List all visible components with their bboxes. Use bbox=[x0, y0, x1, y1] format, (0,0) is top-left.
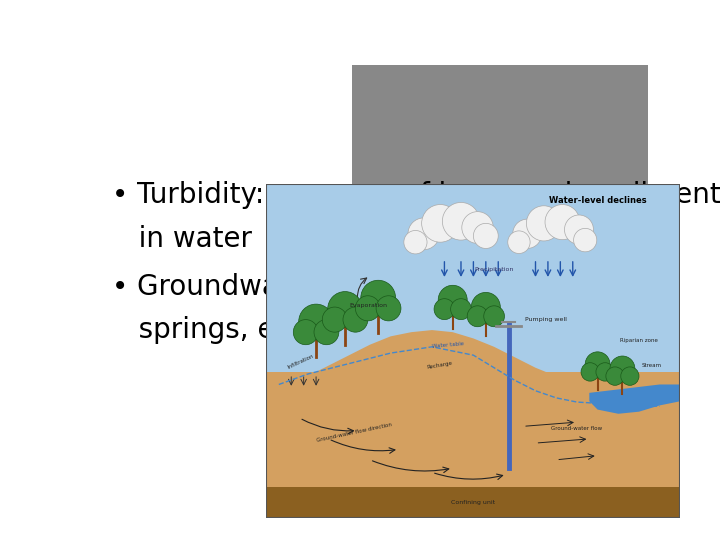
Circle shape bbox=[434, 299, 455, 320]
Circle shape bbox=[621, 367, 639, 386]
Text: Riparian zone: Riparian zone bbox=[620, 338, 658, 342]
Text: Stream: Stream bbox=[642, 363, 662, 368]
Text: Water table: Water table bbox=[432, 341, 464, 349]
Circle shape bbox=[484, 306, 505, 327]
Circle shape bbox=[438, 285, 467, 315]
Text: Pumping well: Pumping well bbox=[525, 317, 567, 322]
FancyBboxPatch shape bbox=[352, 65, 648, 356]
Circle shape bbox=[606, 367, 624, 386]
Circle shape bbox=[299, 304, 333, 339]
Circle shape bbox=[564, 215, 593, 244]
Polygon shape bbox=[266, 184, 680, 384]
Polygon shape bbox=[266, 487, 680, 518]
Circle shape bbox=[462, 212, 493, 244]
Circle shape bbox=[610, 356, 635, 381]
Circle shape bbox=[328, 292, 362, 327]
FancyBboxPatch shape bbox=[425, 356, 648, 481]
Text: • Groundwater: under: • Groundwater: under bbox=[112, 273, 418, 301]
Circle shape bbox=[356, 296, 380, 321]
Circle shape bbox=[596, 363, 614, 381]
Text: Ground-water flow direction: Ground-water flow direction bbox=[316, 422, 392, 443]
Text: Precipitation: Precipitation bbox=[474, 267, 514, 272]
Circle shape bbox=[508, 231, 530, 253]
Circle shape bbox=[451, 299, 472, 320]
Circle shape bbox=[314, 320, 339, 345]
Circle shape bbox=[404, 231, 427, 254]
Circle shape bbox=[472, 293, 500, 322]
Circle shape bbox=[361, 280, 395, 315]
Circle shape bbox=[474, 224, 498, 248]
Circle shape bbox=[581, 363, 599, 381]
Circle shape bbox=[467, 306, 488, 327]
Circle shape bbox=[442, 202, 480, 240]
Text: in water: in water bbox=[112, 225, 252, 253]
Circle shape bbox=[323, 307, 347, 332]
Polygon shape bbox=[266, 372, 680, 518]
Text: springs, etc.: springs, etc. bbox=[112, 316, 310, 345]
Text: • Turbidity: measure of how much sediment is: • Turbidity: measure of how much sedimen… bbox=[112, 181, 720, 209]
Text: Ground-water flow: Ground-water flow bbox=[552, 427, 603, 431]
Text: Evaporation: Evaporation bbox=[349, 303, 387, 308]
Circle shape bbox=[422, 205, 459, 242]
Circle shape bbox=[585, 352, 610, 377]
Circle shape bbox=[376, 296, 401, 321]
Polygon shape bbox=[589, 384, 680, 414]
Circle shape bbox=[408, 218, 439, 249]
Text: Water-level declines: Water-level declines bbox=[549, 196, 647, 205]
Polygon shape bbox=[266, 330, 680, 518]
Circle shape bbox=[513, 219, 541, 248]
Circle shape bbox=[293, 320, 318, 345]
Circle shape bbox=[574, 228, 597, 252]
Circle shape bbox=[526, 206, 561, 241]
Circle shape bbox=[343, 307, 368, 332]
Text: Recharge: Recharge bbox=[427, 360, 454, 370]
Circle shape bbox=[545, 205, 580, 240]
Text: Infiltration: Infiltration bbox=[287, 353, 315, 370]
Text: Confining unit: Confining unit bbox=[451, 500, 495, 505]
